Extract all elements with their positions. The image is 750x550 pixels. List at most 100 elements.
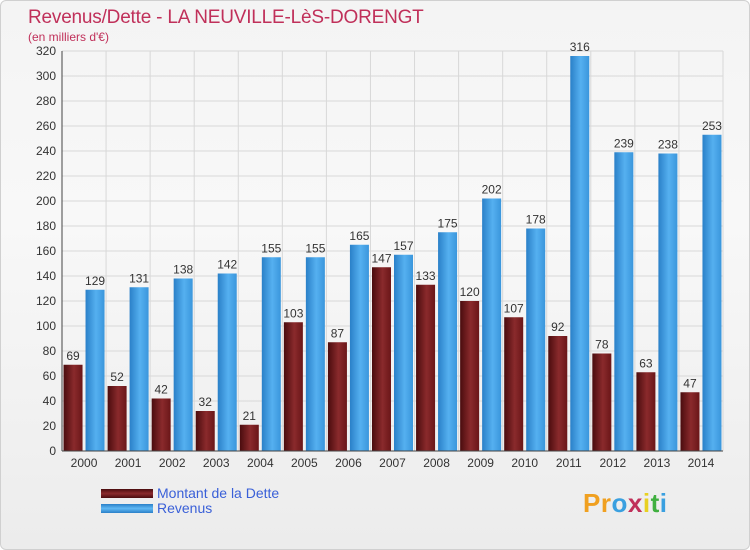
- bar-debt: [548, 336, 568, 451]
- bar-debt-value-label: 147: [371, 251, 391, 265]
- bar-revenue: [526, 228, 546, 451]
- chart-subtitle: (en milliers d'€): [28, 30, 109, 44]
- bar-revenue: [173, 278, 193, 451]
- bar-debt: [372, 267, 391, 451]
- y-tick-label: 320: [36, 44, 56, 58]
- proxiti-logo: Proxiti: [583, 488, 667, 519]
- bar-debt: [460, 301, 480, 451]
- legend-item-revenue: Revenus: [101, 501, 279, 516]
- bar-revenue-value-label: 316: [570, 40, 590, 54]
- bar-revenue-value-label: 165: [349, 229, 369, 243]
- bar-revenue-value-label: 131: [129, 271, 149, 285]
- bar-revenue-value-label: 178: [526, 213, 546, 227]
- legend-item-debt: Montant de la Dette: [101, 486, 279, 501]
- bar-revenue-value-label: 138: [173, 263, 193, 277]
- legend-label-revenue: Revenus: [157, 500, 213, 516]
- bar-revenue: [702, 134, 722, 451]
- bar-debt-value-label: 63: [639, 356, 653, 370]
- y-tick-label: 220: [36, 169, 56, 183]
- bar-revenue-value-label: 142: [217, 258, 237, 272]
- bar-revenue-value-label: 155: [305, 241, 325, 255]
- bar-revenue-value-label: 238: [658, 138, 678, 152]
- bar-debt-value-label: 21: [243, 409, 257, 423]
- x-tick-label: 2000: [71, 456, 98, 470]
- bar-revenue-value-label: 155: [261, 241, 281, 255]
- x-tick-label: 2005: [291, 456, 318, 470]
- y-tick-label: 80: [43, 344, 57, 358]
- bar-revenue-value-label: 202: [482, 183, 502, 197]
- bar-debt: [636, 372, 656, 451]
- axis-layer: 0 20 40 60 80 100 120 140 160 180 200 220 240 260 280 3…: [36, 44, 723, 470]
- y-tick-label: 160: [36, 244, 56, 258]
- x-tick-label: 2007: [379, 456, 406, 470]
- y-tick-label: 300: [36, 69, 56, 83]
- logo-letter: o: [611, 488, 628, 518]
- legend: Montant de la Dette Revenus: [101, 486, 279, 516]
- x-tick-label: 2001: [115, 456, 142, 470]
- y-tick-label: 0: [49, 444, 56, 458]
- legend-label-debt: Montant de la Dette: [157, 485, 280, 501]
- x-tick-label: 2004: [247, 456, 274, 470]
- bar-revenue: [217, 273, 237, 451]
- bar-debt: [239, 424, 259, 451]
- bar-revenue: [482, 198, 502, 451]
- bar-debt-value-label: 32: [199, 395, 213, 409]
- bar-debt: [107, 386, 127, 451]
- x-tick-label: 2012: [599, 456, 626, 470]
- bar-debt-value-label: 120: [460, 285, 480, 299]
- bar-debt-value-label: 47: [683, 376, 697, 390]
- bar-revenue: [349, 244, 369, 451]
- x-tick-label: 2003: [203, 456, 230, 470]
- bar-debt-value-label: 69: [66, 349, 80, 363]
- bar-revenue-value-label: 175: [438, 216, 458, 230]
- bar-debt: [680, 392, 700, 451]
- bar-revenue: [261, 257, 281, 451]
- y-tick-label: 140: [36, 269, 56, 283]
- x-tick-label: 2008: [423, 456, 450, 470]
- logo-letter: P: [583, 488, 601, 518]
- y-tick-label: 180: [36, 219, 56, 233]
- x-tick-label: 2009: [467, 456, 494, 470]
- bar-debt-value-label: 42: [154, 383, 168, 397]
- bar-revenue: [129, 287, 149, 451]
- bar-debt-value-label: 52: [110, 370, 124, 384]
- logo-letter: r: [600, 488, 612, 518]
- x-tick-label: 2002: [159, 456, 186, 470]
- bar-debt-value-label: 92: [551, 320, 565, 334]
- bar-revenue-value-label: 129: [85, 274, 105, 288]
- bar-revenue-value-label: 239: [614, 136, 634, 150]
- bar-debt: [504, 317, 524, 451]
- x-tick-label: 2011: [556, 456, 582, 470]
- bar-revenue: [305, 257, 325, 451]
- y-tick-label: 260: [36, 119, 56, 133]
- bar-revenue: [570, 56, 590, 451]
- legend-swatch-revenue: [101, 504, 153, 513]
- bar-debt: [151, 398, 171, 451]
- y-tick-label: 120: [36, 294, 56, 308]
- y-tick-label: 280: [36, 94, 56, 108]
- bar-debt-value-label: 87: [331, 326, 345, 340]
- bar-revenue: [85, 289, 105, 451]
- x-tick-label: 2013: [644, 456, 671, 470]
- bar-debt-value-label: 103: [283, 306, 303, 320]
- y-tick-label: 240: [36, 144, 56, 158]
- logo-letter: x: [627, 488, 643, 518]
- x-tick-label: 2010: [511, 456, 538, 470]
- bar-debt: [195, 411, 215, 451]
- y-tick-label: 20: [43, 419, 57, 433]
- bar-debt: [63, 364, 83, 451]
- bar-debt: [283, 322, 303, 451]
- logo-letter: i: [642, 488, 651, 518]
- bar-revenue: [614, 152, 634, 451]
- bar-debt-value-label: 107: [504, 301, 524, 315]
- y-tick-label: 40: [43, 394, 57, 408]
- logo-letter: i: [659, 488, 668, 518]
- logo-letter: t: [650, 488, 660, 518]
- bar-debt: [416, 284, 436, 451]
- bar-revenue: [394, 254, 413, 451]
- bar-revenue: [438, 232, 458, 451]
- y-tick-label: 100: [36, 319, 56, 333]
